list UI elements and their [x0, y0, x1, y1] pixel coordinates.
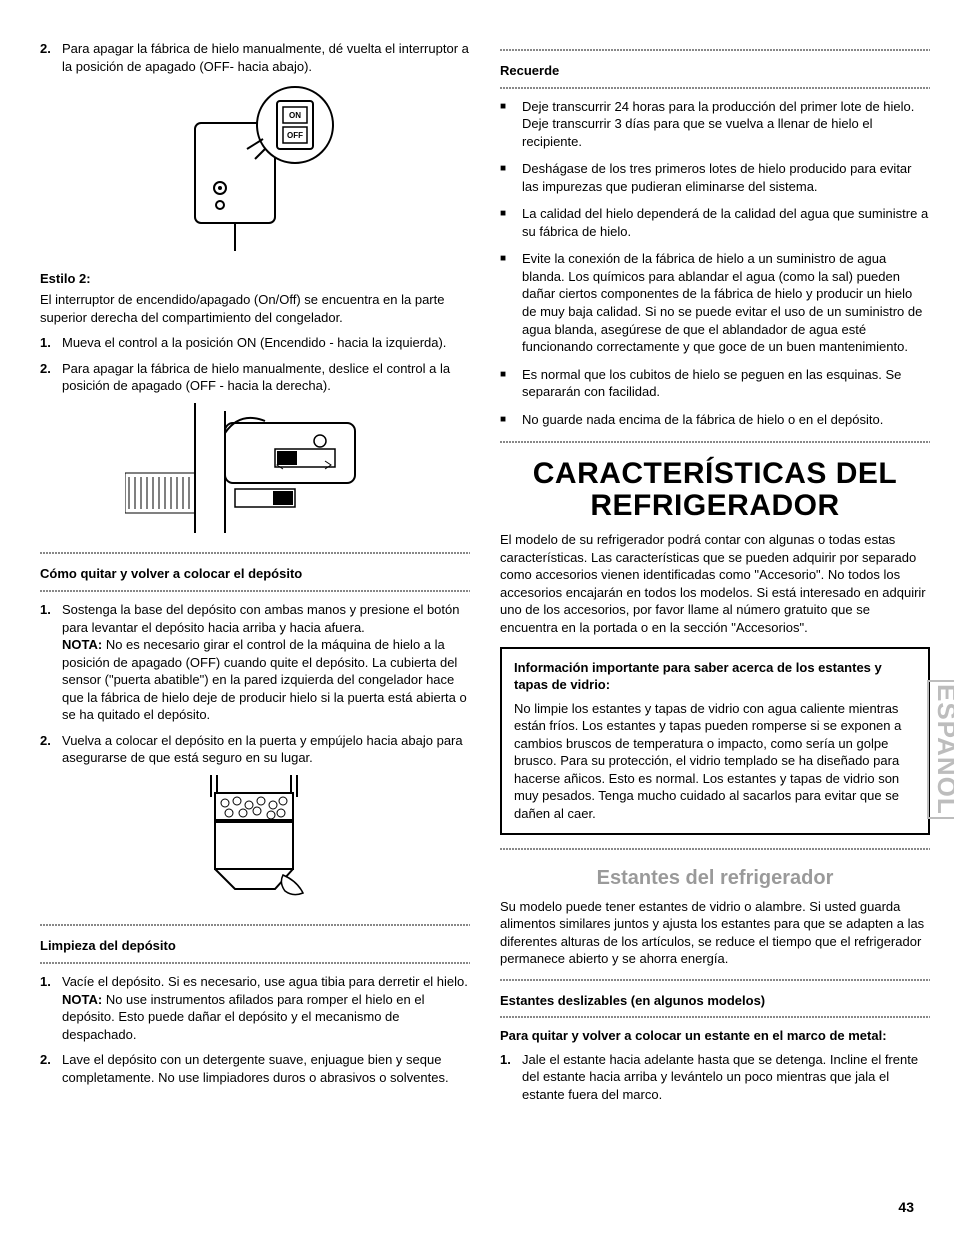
figure-deposit-bin — [40, 775, 470, 910]
list-item: 2. Lave el depósito con un detergente su… — [40, 1051, 470, 1086]
recuerde-list: Deje transcurrir 24 horas para la produc… — [500, 98, 930, 429]
list-item: Deje transcurrir 24 horas para la produc… — [500, 98, 930, 151]
item-text: Para apagar la fábrica de hielo manualme… — [62, 40, 470, 75]
divider: Estantes deslizables (en algunos modelos… — [500, 976, 930, 1022]
right-column: Recuerde Deje transcurrir 24 horas para … — [500, 40, 930, 1111]
list-item: Deshágase de los tres primeros lotes de … — [500, 160, 930, 195]
item-text: Mueva el control a la posición ON (Encen… — [62, 334, 470, 352]
item-text: Jale el estante hacia adelante hasta que… — [522, 1051, 930, 1104]
language-tab: ESPAÑOL — [927, 680, 954, 819]
metal-heading: Para quitar y volver a colocar un estant… — [500, 1027, 930, 1045]
svg-text:OFF: OFF — [287, 131, 303, 140]
page-number: 43 — [898, 1198, 914, 1217]
divider — [500, 845, 930, 853]
list-item: Es normal que los cubitos de hielo se pe… — [500, 366, 930, 401]
figure-slide-switch — [40, 403, 470, 538]
list-item: 1. Mueva el control a la posición ON (En… — [40, 334, 470, 352]
item-text: Para apagar la fábrica de hielo manualme… — [62, 360, 470, 395]
list-item: 1. Vacíe el depósito. Si es necesario, u… — [40, 973, 470, 1043]
list-item: Evite la conexión de la fábrica de hielo… — [500, 250, 930, 355]
info-box-text: No limpie los estantes y tapas de vidrio… — [514, 700, 916, 823]
svg-text:ON: ON — [289, 111, 301, 120]
desliz-heading: Estantes deslizables (en algunos modelos… — [500, 992, 930, 1010]
item-number: 1. — [40, 334, 62, 352]
item-text: Lave el depósito con un detergente suave… — [62, 1051, 470, 1086]
item-number: 1. — [500, 1051, 522, 1104]
left-column: 2. Para apagar la fábrica de hielo manua… — [40, 40, 470, 1111]
item-number: 1. — [40, 973, 62, 1043]
divider: Cómo quitar y volver a colocar el depósi… — [40, 549, 470, 595]
estilo2-heading: Estilo 2: — [40, 270, 470, 288]
divider: Limpieza del depósito — [40, 921, 470, 967]
figure-switch-onoff: ON OFF — [40, 83, 470, 258]
item-number: 1. — [40, 601, 62, 724]
item-number: 2. — [40, 360, 62, 395]
list-item: La calidad del hielo dependerá de la cal… — [500, 205, 930, 240]
list-item: 2. Vuelva a colocar el depósito en la pu… — [40, 732, 470, 767]
item-text: Sostenga la base del depósito con ambas … — [62, 601, 470, 724]
info-box-heading: Información importante para saber acerca… — [514, 659, 916, 694]
item-number: 2. — [40, 40, 62, 75]
list-item: 2. Para apagar la fábrica de hielo manua… — [40, 360, 470, 395]
item-number: 2. — [40, 1051, 62, 1086]
item-number: 2. — [40, 732, 62, 767]
info-callout-box: Información importante para saber acerca… — [500, 647, 930, 835]
item-text: Vacíe el depósito. Si es necesario, use … — [62, 973, 470, 1043]
section-intro: El modelo de su refrigerador podrá conta… — [500, 531, 930, 636]
limpieza-heading: Limpieza del depósito — [40, 937, 470, 955]
list-item: 1. Sostenga la base del depósito con amb… — [40, 601, 470, 724]
divider — [500, 438, 930, 446]
list-item: No guarde nada encima de la fábrica de h… — [500, 411, 930, 429]
list-item: 1. Jale el estante hacia adelante hasta … — [500, 1051, 930, 1104]
section-title: CARACTERÍSTICAS DEL REFRIGERADOR — [500, 458, 930, 521]
quitar-heading: Cómo quitar y volver a colocar el depósi… — [40, 565, 470, 583]
estantes-title: Estantes del refrigerador — [500, 865, 930, 892]
list-item: 2. Para apagar la fábrica de hielo manua… — [40, 40, 470, 75]
item-text: Vuelva a colocar el depósito en la puert… — [62, 732, 470, 767]
recuerde-heading: Recuerde — [500, 62, 930, 80]
estilo2-intro: El interruptor de encendido/apagado (On/… — [40, 291, 470, 326]
divider: Recuerde — [500, 46, 930, 92]
estantes-intro: Su modelo puede tener estantes de vidrio… — [500, 898, 930, 968]
